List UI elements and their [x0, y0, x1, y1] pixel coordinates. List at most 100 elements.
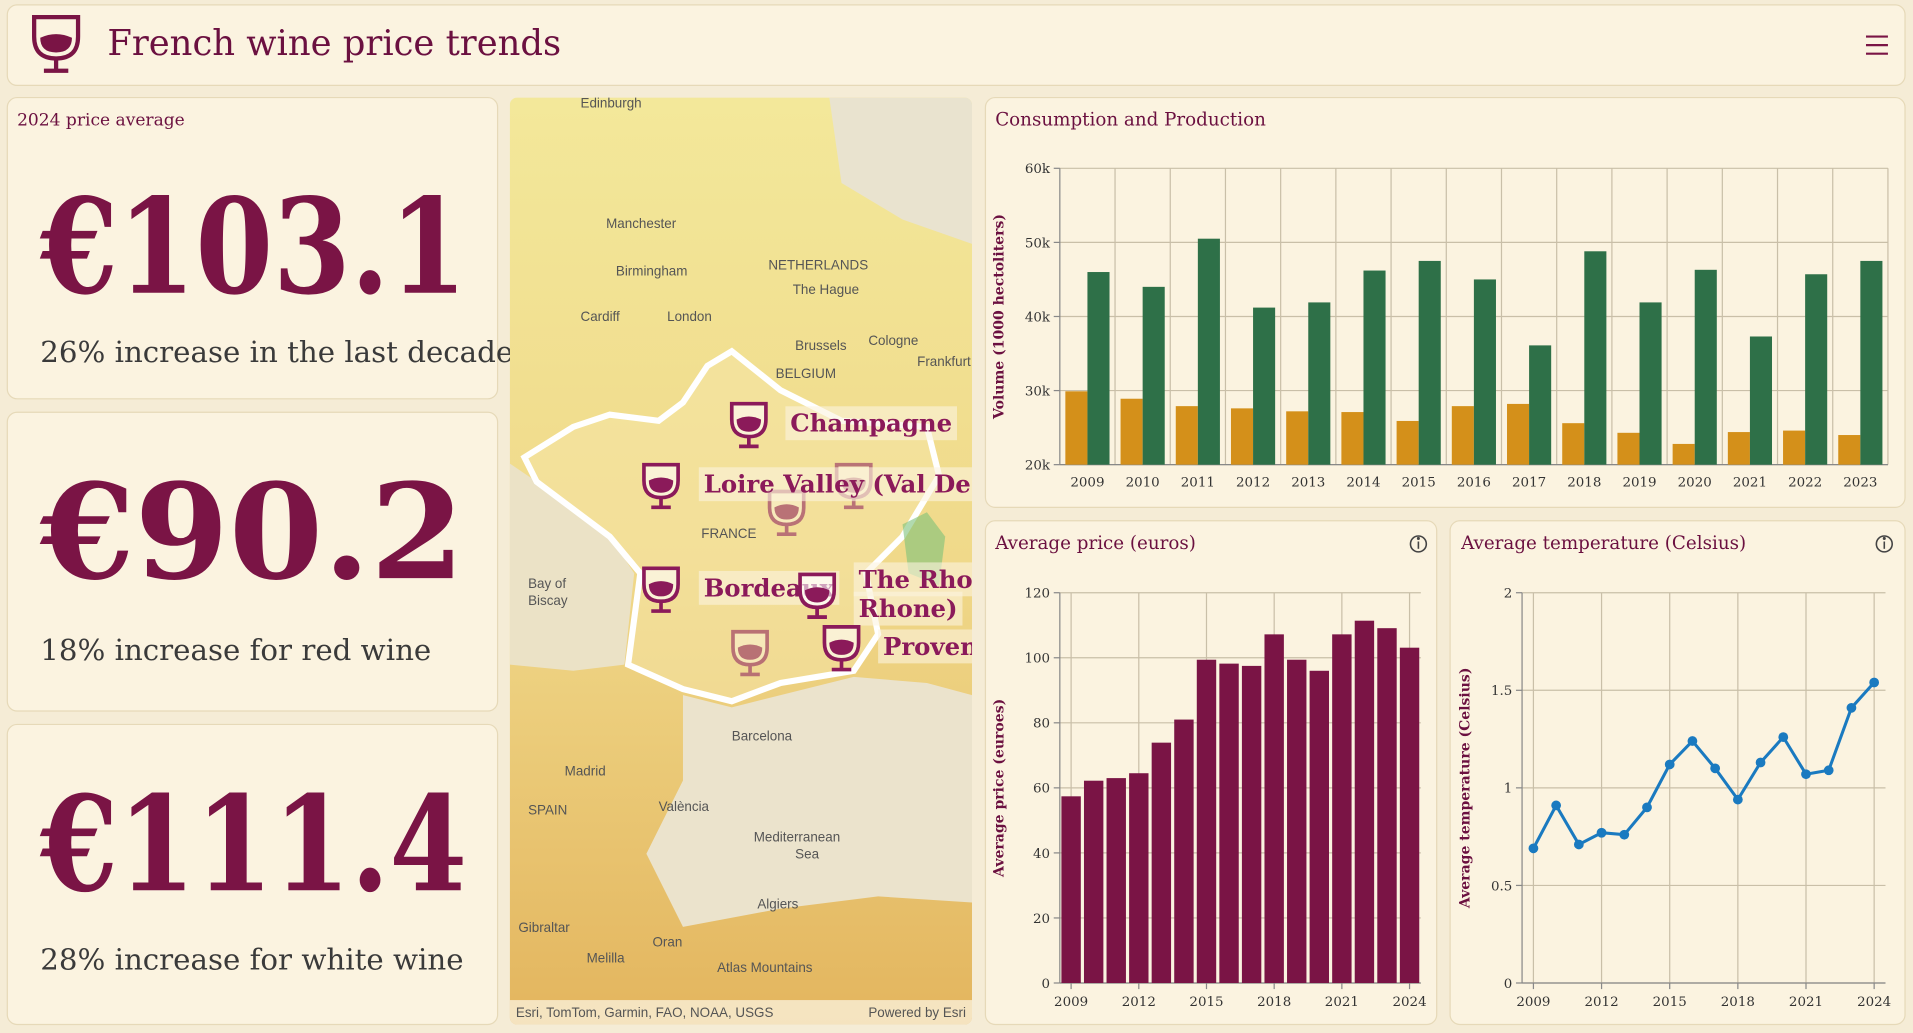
x-tick-label: 2015 — [1189, 995, 1223, 1010]
region-label: Provence — [883, 632, 1008, 661]
place-label: Cardiff — [581, 309, 621, 324]
x-tick-label: 2023 — [1843, 476, 1877, 491]
place-label: FRANCE — [701, 526, 756, 541]
y-tick-label: 60 — [1033, 782, 1050, 797]
bar — [1129, 773, 1149, 983]
info-icon[interactable] — [1875, 535, 1894, 553]
wine-marker-stem — [739, 436, 759, 449]
point — [1710, 763, 1721, 774]
place-label: Barcelona — [732, 728, 793, 743]
wine-marker-stem — [831, 659, 852, 672]
x-tick-label: 2015 — [1653, 995, 1687, 1010]
bar — [1309, 670, 1330, 983]
wine-marker-stem — [740, 664, 760, 677]
bar — [1377, 628, 1397, 983]
x-tick-label: 2010 — [1126, 476, 1160, 491]
wine-marker — [798, 572, 837, 619]
y-tick-label: 80 — [1033, 717, 1050, 732]
x-tick-label: 2009 — [1516, 995, 1550, 1010]
kpi-note: 18% increase for red wine — [40, 633, 431, 667]
place-label: Birmingham — [616, 264, 688, 279]
point — [1664, 759, 1675, 770]
y-tick-label: 2 — [1504, 587, 1513, 602]
region-label: Loire Valley (Val De Loire) — [704, 470, 1062, 499]
point — [1619, 829, 1630, 840]
place-label: The Hague — [793, 282, 859, 297]
place-label: Melilla — [587, 950, 626, 965]
wine-marker — [822, 625, 861, 672]
bar — [1065, 391, 1088, 465]
menu-button[interactable] — [1865, 35, 1888, 55]
map-sea — [646, 676, 973, 927]
bar — [1694, 269, 1717, 465]
line — [1532, 681, 1876, 850]
y-tick-label: 40 — [1033, 847, 1050, 862]
y-tick-label: 60k — [1025, 162, 1051, 177]
y-tick-label: 20 — [1033, 912, 1050, 927]
place-label: Sea — [795, 847, 819, 862]
bar — [1230, 408, 1254, 465]
logo-icon — [32, 14, 81, 73]
bar — [1783, 430, 1806, 465]
kpi-panel — [6, 723, 499, 1026]
bar — [1354, 620, 1375, 983]
y-tick-label: 1.5 — [1491, 684, 1512, 699]
place-label: NETHERLANDS — [768, 258, 868, 273]
bar — [1120, 398, 1143, 465]
kpi-value: €90.2 — [39, 455, 464, 610]
y-tick-label: 0 — [1042, 977, 1051, 992]
bar — [1451, 406, 1474, 465]
bar — [1727, 432, 1750, 465]
kpi-value: €111.4 — [39, 767, 467, 922]
info-icon[interactable] — [1409, 535, 1428, 553]
y-tick-label: 0.5 — [1491, 879, 1512, 894]
kpi-panel — [6, 411, 499, 712]
wine-marker — [729, 401, 768, 449]
wine-marker-stem — [651, 601, 671, 613]
bar — [1805, 274, 1828, 465]
region-label-bg — [853, 591, 963, 626]
bar — [1241, 665, 1262, 983]
bar — [1197, 238, 1220, 465]
y-tick-label: 0 — [1504, 977, 1513, 992]
point — [1596, 827, 1607, 838]
point — [1801, 769, 1811, 780]
wine-marker — [642, 462, 680, 510]
region-label-bg — [698, 467, 973, 502]
x-tick-label: 2018 — [1567, 476, 1601, 491]
y-tick-label: 120 — [1024, 587, 1050, 602]
map-sea — [509, 463, 635, 671]
bar — [1639, 302, 1662, 465]
kpi-note: 28% increase for white wine — [40, 943, 463, 977]
page-title: French wine price trends — [107, 23, 561, 64]
place-label: Manchester — [606, 216, 677, 231]
y-axis-label: Average temperature (Celsius) — [1458, 668, 1474, 910]
wine-marker-wine — [648, 477, 674, 493]
place-label: Algiers — [757, 897, 798, 912]
place-label: Bay of — [528, 576, 566, 591]
wine-marker-stem — [776, 524, 797, 537]
place-label: London — [667, 309, 712, 324]
x-tick-label: 2011 — [1181, 476, 1215, 491]
attribution: Esri, TomTom, Garmin, FAO, NOAA, USGS — [516, 1005, 774, 1020]
bar — [1749, 336, 1773, 465]
bar — [1399, 647, 1420, 983]
y-axis-label: Volume (1000 hectoliters) — [992, 214, 1008, 420]
chart-title: Average temperature (Celsius) — [1460, 533, 1746, 554]
bar — [1287, 659, 1307, 983]
chart-panel — [1449, 520, 1906, 1026]
wine-marker — [731, 629, 769, 677]
x-tick-label: 2015 — [1402, 476, 1436, 491]
point — [1755, 757, 1766, 768]
place-label: Atlas Mountains — [717, 960, 813, 975]
wine-marker-stem — [651, 497, 671, 510]
bar — [1308, 302, 1331, 465]
chart-title: Consumption and Production — [995, 110, 1266, 131]
point — [1551, 800, 1562, 811]
bar — [1142, 286, 1165, 465]
x-tick-label: 2012 — [1585, 995, 1619, 1010]
point — [1528, 843, 1539, 854]
